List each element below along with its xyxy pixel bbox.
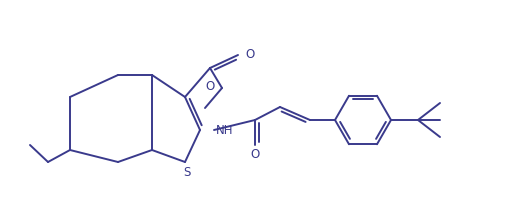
Text: NH: NH (216, 124, 234, 137)
Text: O: O (245, 48, 254, 61)
Text: O: O (206, 80, 215, 93)
Text: S: S (183, 166, 191, 179)
Text: O: O (250, 147, 260, 160)
